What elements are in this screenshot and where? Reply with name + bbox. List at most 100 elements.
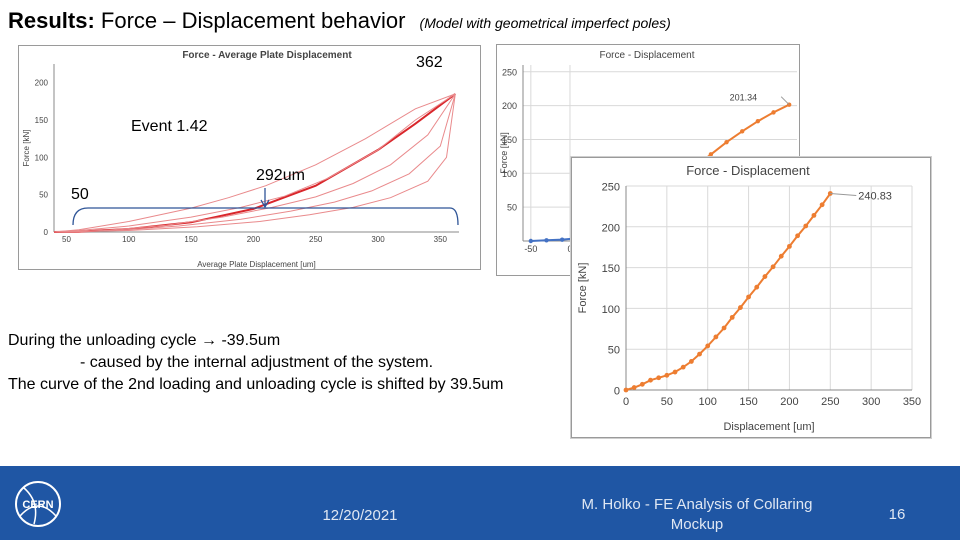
x-tick-label: 150 <box>739 396 757 408</box>
data-point <box>697 351 702 357</box>
data-point <box>528 238 534 244</box>
data-point <box>795 233 800 239</box>
x-tick-label: 0 <box>623 396 629 408</box>
y-tick-label: 150 <box>602 263 620 275</box>
x-tick-label: 200 <box>247 235 261 244</box>
peak-value-label: 201.34 <box>730 93 758 103</box>
bracket-annotation <box>72 207 459 226</box>
x-tick-label: 250 <box>821 396 839 408</box>
y-tick-label: 200 <box>602 222 620 234</box>
data-point <box>721 325 727 331</box>
y-tick-label: 200 <box>35 79 49 88</box>
title-bold: Results: <box>8 8 95 33</box>
page-number: 16 <box>888 506 906 523</box>
data-point <box>631 385 637 390</box>
slide-title: Results: Force – Displacement behavior (… <box>8 10 671 32</box>
y-tick-label: 50 <box>507 203 517 213</box>
y-axis-label: Force [kN] <box>22 130 31 167</box>
data-point <box>672 369 678 375</box>
x-tick-label: 0 <box>567 244 572 254</box>
data-point <box>623 387 629 393</box>
data-point <box>639 381 645 387</box>
data-point <box>787 243 792 249</box>
x-tick-label: 150 <box>184 235 198 244</box>
footer-author: M. Holko - FE Analysis of Collaring Mock… <box>581 496 813 533</box>
y-axis-label: Force [kN] <box>577 263 589 314</box>
unloading-line-2: - caused by the internal adjustment of t… <box>80 354 434 371</box>
annotation-362: 362 <box>416 54 443 71</box>
data-point <box>559 237 565 242</box>
chart-avg-plate-svg: Force - Average Plate Displacement 50 100 1… <box>22 50 459 269</box>
x-axis-label: Displacement [um] <box>723 421 814 433</box>
footer-bar: CERN 12/20/2021 M. Holko - FE Analysis o… <box>0 466 960 540</box>
data-point <box>708 152 714 157</box>
x-axis-label: Average Plate Displacement [um] <box>197 260 316 269</box>
unloading-line-3: The curve of the 2nd loading and unloadi… <box>8 376 504 393</box>
y-tick-label: 50 <box>608 345 620 357</box>
unloading-description: During the unloading cycle → -39.5um - c… <box>8 330 503 396</box>
data-point <box>819 202 825 208</box>
logo-text: CERN <box>22 499 53 511</box>
annotation-50: 50 <box>71 186 89 203</box>
data-point <box>811 212 817 218</box>
series-line-1 <box>53 93 456 233</box>
chart-title: Force - Displacement <box>686 163 810 178</box>
x-tick-label: 200 <box>780 396 798 408</box>
x-tick-label: 50 <box>62 235 71 244</box>
data-point <box>713 334 719 340</box>
unloading-line-1: During the unloading cycle → -39.5um <box>8 332 281 349</box>
series-line-3 <box>53 93 456 233</box>
series-line-5 <box>53 93 456 233</box>
data-point <box>656 375 662 381</box>
data-point <box>778 253 784 259</box>
y-tick-label: 100 <box>35 153 49 162</box>
data-point <box>705 343 711 349</box>
y-tick-label: 50 <box>39 191 48 200</box>
x-tick-label: 350 <box>434 235 448 244</box>
peak-value-label: 240.83 <box>858 190 892 202</box>
data-point <box>746 294 751 300</box>
data-point <box>740 129 745 134</box>
title-main: Force – Displacement behavior <box>100 8 406 33</box>
x-tick-label: 300 <box>371 235 385 244</box>
x-tick-label: 50 <box>661 396 673 408</box>
chart-title: Force - Average Plate Displacement <box>182 50 352 61</box>
data-point <box>738 305 743 310</box>
y-axis-label: Force [kN] <box>499 132 509 174</box>
y-tick-label: 250 <box>602 182 620 194</box>
y-tick-label: 150 <box>35 116 49 125</box>
x-tick-label: -50 <box>524 244 537 254</box>
y-tick-label: 200 <box>502 101 517 111</box>
y-tick-label: 250 <box>502 67 517 77</box>
data-point <box>664 372 670 378</box>
y-tick-label: 100 <box>602 304 620 316</box>
series-line-4 <box>53 93 456 233</box>
data-point <box>771 110 776 115</box>
x-tick-label: 300 <box>862 396 880 408</box>
data-point <box>762 274 768 279</box>
data-point <box>755 118 761 124</box>
x-tick-label: 250 <box>309 235 323 244</box>
chart-title: Force - Displacement <box>599 50 694 61</box>
y-tick-label: 0 <box>44 228 49 237</box>
data-point <box>680 364 686 370</box>
x-tick-label: 350 <box>903 396 921 408</box>
data-point <box>688 359 694 364</box>
y-tick-label: 100 <box>502 169 517 179</box>
x-tick-label: 100 <box>122 235 136 244</box>
data-point <box>729 314 735 320</box>
data-point <box>770 264 776 270</box>
arrow-292-head <box>260 199 270 209</box>
data-point <box>648 377 653 383</box>
chart-force-disp-front-svg: Force - Displacement 0 50 100 150 200 250 300 35… <box>577 163 921 433</box>
data-point <box>544 238 549 243</box>
title-subtitle: (Model with geometrical imperfect poles) <box>419 15 671 31</box>
x-tick-label: 100 <box>699 396 717 408</box>
y-tick-label: 150 <box>502 135 517 145</box>
chart-force-displacement-front: Force - Displacement 0 50 100 150 200 250 300 35… <box>571 157 931 438</box>
chart-avg-plate-displacement: Force - Average Plate Displacement 50 100 1… <box>18 45 481 270</box>
cern-logo-icon: CERN <box>15 481 61 527</box>
peak-leader-line <box>830 192 857 196</box>
data-point <box>724 139 729 145</box>
